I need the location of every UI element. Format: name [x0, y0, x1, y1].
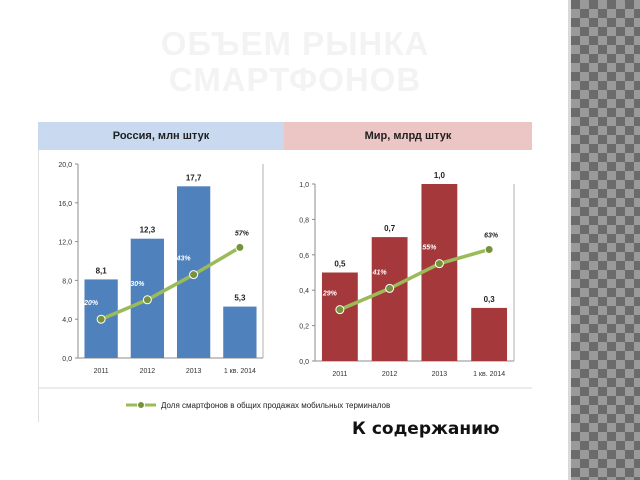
world-ytick-label: 0,4: [299, 288, 309, 295]
russia-share-point: [142, 295, 152, 305]
russia-bar-value-label: 12,3: [140, 226, 156, 235]
russia-category-label: 2011: [94, 368, 109, 375]
russia-ytick-label: 20,0: [58, 162, 72, 169]
legend-marker-swatch: [137, 401, 145, 409]
russia-category-label: 1 кв. 2014: [224, 368, 256, 375]
russia-ytick-label: 4,0: [62, 317, 72, 324]
world-panel-header: Мир, млрд штук: [284, 122, 532, 150]
world-share-point: [434, 259, 444, 269]
contents-link[interactable]: К содержанию: [352, 419, 500, 439]
world-bar-value-label: 0,7: [384, 224, 396, 233]
world-category-label: 2011: [332, 371, 347, 378]
world-ytick-label: 0,8: [299, 217, 309, 224]
world-share-point: [385, 283, 395, 293]
russia-bar-value-label: 8,1: [96, 266, 108, 275]
charts-svg: 0,0 4,0 8,0 12,0 16,0 20,0 8,1 2011 12,3 2012 17,7…: [38, 150, 532, 422]
world-share-label: 29%: [322, 291, 338, 298]
world-share-point: [484, 244, 494, 254]
world-bar: [471, 307, 508, 361]
russia-bar-value-label: 5,3: [234, 294, 246, 303]
world-share-point: [335, 305, 345, 315]
world-ytick-label: 0,0: [299, 359, 309, 366]
world-bar: [421, 184, 458, 361]
russia-bar-value-label: 17,7: [186, 173, 202, 182]
russia-category-label: 2012: [140, 368, 156, 375]
world-category-label: 2012: [382, 371, 398, 378]
world-bar: [321, 272, 358, 361]
world-category-label: 2013: [432, 371, 448, 378]
russia-bar: [223, 306, 257, 358]
russia-share-label: 43%: [176, 256, 192, 263]
russia-ytick-label: 12,0: [58, 240, 72, 247]
world-bar: [371, 237, 408, 361]
world-bar-value-label: 0,5: [334, 260, 346, 269]
side-divider: [568, 0, 572, 480]
russia-share-point: [235, 242, 245, 252]
russia-share-label: 20%: [83, 300, 99, 307]
world-ytick-label: 1,0: [299, 182, 309, 189]
russia-share-label: 57%: [235, 230, 250, 237]
russia-share-label: 30%: [130, 281, 145, 288]
russia-panel-header: Россия, млн штук: [38, 122, 284, 150]
russia-category-label: 2013: [186, 368, 202, 375]
legend-label: Доля смартфонов в общих продажах мобильн…: [161, 401, 390, 410]
world-share-line: [339, 247, 490, 312]
world-ytick-label: 0,2: [299, 324, 309, 331]
chart-area: Россия, млн штук Мир, млрд штук 0,0 4,0 8,…: [38, 122, 532, 422]
russia-share-point: [189, 270, 199, 280]
side-decoration-pattern: [571, 0, 640, 480]
world-share-label: 55%: [422, 245, 437, 252]
world-ytick-label: 0,6: [299, 253, 309, 260]
world-bar-value-label: 1,0: [434, 171, 446, 180]
world-bar-value-label: 0,3: [484, 295, 496, 304]
world-share-label: 41%: [372, 269, 388, 276]
world-category-label: 1 кв. 2014: [473, 371, 505, 378]
russia-ytick-label: 8,0: [62, 278, 72, 285]
russia-ytick-label: 0,0: [62, 356, 72, 363]
russia-ytick-label: 16,0: [58, 201, 72, 208]
russia-share-point: [96, 314, 106, 324]
world-share-label: 63%: [484, 232, 499, 239]
russia-share-line: [100, 245, 241, 321]
slide-title: ОБЪЕМ РЫНКА СМАРТФОНОВ: [160, 25, 430, 98]
